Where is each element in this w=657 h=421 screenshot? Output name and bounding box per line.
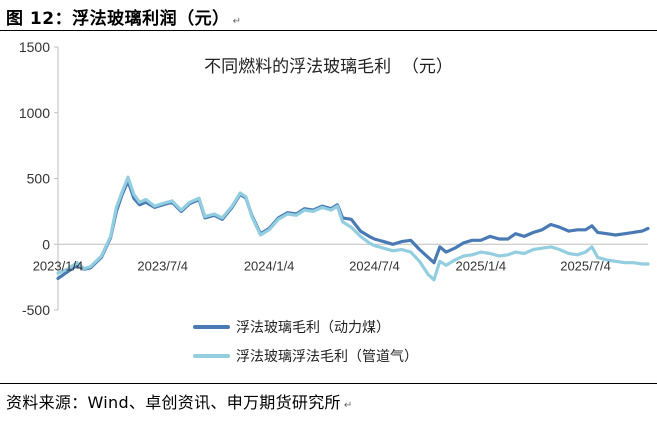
series-line-coal [56,179,650,280]
x-tick-label: 2023/7/4 [137,258,188,273]
x-tick-label: 2024/7/4 [349,258,400,273]
x-tick-label: 2025/7/4 [560,258,611,273]
source-paragraph-mark-icon: ↵ [343,400,353,411]
y-tick-label: 0 [42,236,50,252]
top-rule [0,30,657,31]
profit-line-chart: 1500 1000 500 0 -500 2023/1/4 2023/7/4 2024/1/4… [19,39,650,365]
y-tick-label: 500 [27,171,51,187]
source-note: 资料来源：Wind、卓创资讯、申万期货研究所 ↵ [6,389,353,413]
chart-title: 不同燃料的浮法玻璃毛利 （元） [204,57,453,77]
source-text: 资料来源：Wind、卓创资讯、申万期货研究所 [6,393,341,412]
x-tick-label: 2023/1/4 [33,258,84,273]
legend-label: 浮法玻璃毛利（动力煤） [236,319,390,336]
y-tick-label: 1000 [19,105,50,121]
x-tick-label: 2025/1/4 [456,258,507,273]
x-tick-label: 2024/1/4 [244,258,295,273]
series-line-gas [56,175,650,282]
y-tick-label: 1500 [19,39,50,55]
figure-title: 图 12：浮法玻璃利润（元） ↵ [6,4,241,29]
y-tick-label: -500 [22,302,50,318]
legend-label: 浮法玻璃浮法毛利（管道气） [236,348,418,365]
bottom-rule [0,383,657,384]
paragraph-mark-icon: ↵ [232,16,242,27]
figure-title-text: 图 12：浮法玻璃利润（元） [6,9,230,29]
